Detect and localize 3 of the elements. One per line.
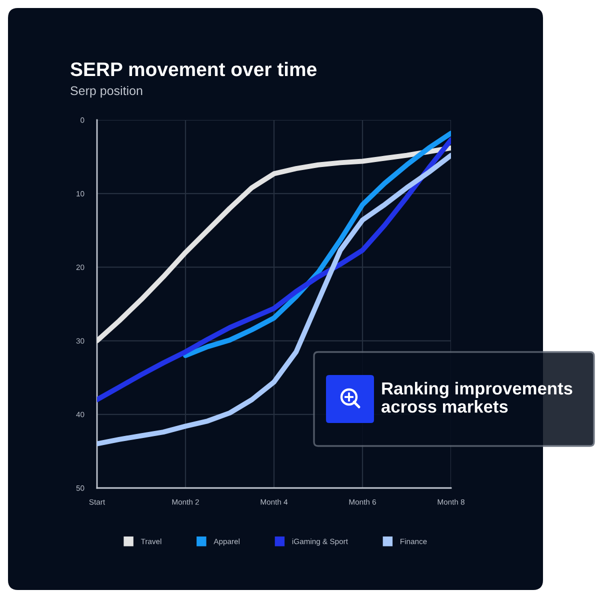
annotation: Ranking improvements across markets	[382, 382, 572, 413]
chart-title: SERP movement over time	[70, 62, 316, 76]
y-axis-title: Serp position	[70, 86, 142, 98]
